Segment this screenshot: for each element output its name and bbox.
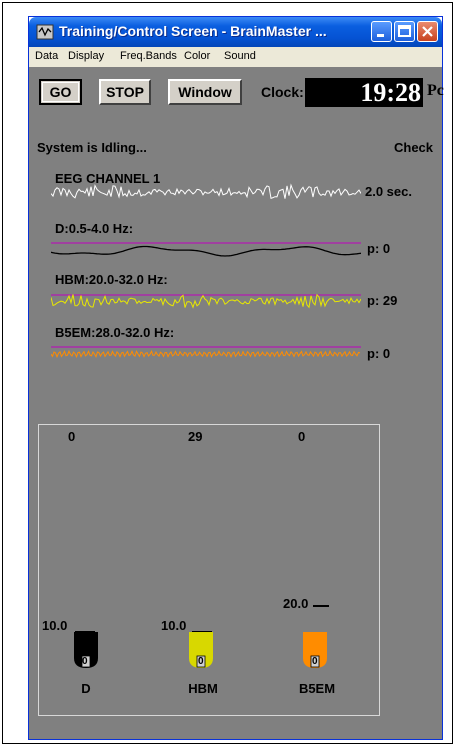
window-title: Training/Control Screen - BrainMaster ..… xyxy=(59,23,327,39)
menu-freq-bands[interactable]: Freq.Bands xyxy=(120,50,177,62)
training-panel: GO STOP Window Clock: 19:28 Pc System is… xyxy=(29,67,444,739)
check-label: Check xyxy=(394,140,434,155)
b5em-band-label: B5EM:28.0-32.0 Hz: xyxy=(55,325,175,340)
minimize-icon xyxy=(377,34,384,37)
b5em-gauge xyxy=(303,632,327,668)
hbm-band-label: HBM:20.0-32.0 Hz: xyxy=(55,272,168,287)
d-bar-name: D xyxy=(81,681,91,696)
menu-data[interactable]: Data xyxy=(35,50,59,62)
feedback-bar-display: 0 29 0 10.0 0 10.0 0 20.0 xyxy=(38,424,380,716)
menu-color[interactable]: Color xyxy=(184,50,211,62)
menu-bar: Data Display Freq.Bands Color Sound xyxy=(29,47,442,67)
title-bar[interactable]: Training/Control Screen - BrainMaster ..… xyxy=(29,17,442,47)
hbm-band-p-value: p: 29 xyxy=(367,293,398,308)
d-bar-value: 0 xyxy=(68,429,76,444)
app-window: Training/Control Screen - BrainMaster ..… xyxy=(28,16,444,740)
close-button[interactable] xyxy=(417,21,438,42)
eeg-channel-label: EEG CHANNEL 1 xyxy=(55,171,161,186)
b5em-bar-name: B5EM xyxy=(298,681,336,696)
go-button[interactable]: GO xyxy=(39,79,82,105)
b5em-band-waveform xyxy=(51,346,361,359)
hbm-threshold-value: 10.0 xyxy=(161,618,187,633)
b5em-band-p-value: p: 0 xyxy=(367,346,391,361)
clock-label: Clock: xyxy=(261,84,304,100)
b5em-threshold-marker xyxy=(313,605,329,607)
d-gauge xyxy=(74,632,98,668)
status-text: System is Idling... xyxy=(37,140,147,155)
hbm-band-waveform xyxy=(51,293,361,309)
menu-sound[interactable]: Sound xyxy=(224,50,256,62)
b5em-threshold-value: 20.0 xyxy=(283,596,309,611)
hbm-bar-name: HBM xyxy=(188,681,218,696)
menu-display[interactable]: Display xyxy=(68,50,105,62)
brain-app-icon xyxy=(36,24,54,40)
d-band-p-value: p: 0 xyxy=(367,241,391,256)
maximize-button[interactable] xyxy=(394,21,415,42)
d-threshold-value: 10.0 xyxy=(42,618,68,633)
d-reading: 0 xyxy=(82,656,88,667)
hbm-reading: 0 xyxy=(198,656,204,667)
clock-display: 19:28 xyxy=(305,78,423,107)
stop-button[interactable]: STOP xyxy=(99,79,151,105)
eeg-raw-waveform xyxy=(51,183,361,199)
d-band-waveform xyxy=(51,242,361,257)
hbm-bar-value: 29 xyxy=(188,429,203,444)
hbm-gauge xyxy=(189,632,213,668)
b5em-reading: 0 xyxy=(312,656,318,667)
minimize-button[interactable] xyxy=(371,21,392,42)
maximize-icon xyxy=(398,25,411,37)
clock-overflow-text: Pc xyxy=(427,82,444,99)
window-button[interactable]: Window xyxy=(168,79,242,105)
b5em-bar-value: 0 xyxy=(298,429,306,444)
eeg-timebase: 2.0 sec. xyxy=(365,184,412,199)
d-band-label: D:0.5-4.0 Hz: xyxy=(55,221,134,236)
close-icon xyxy=(422,26,433,37)
